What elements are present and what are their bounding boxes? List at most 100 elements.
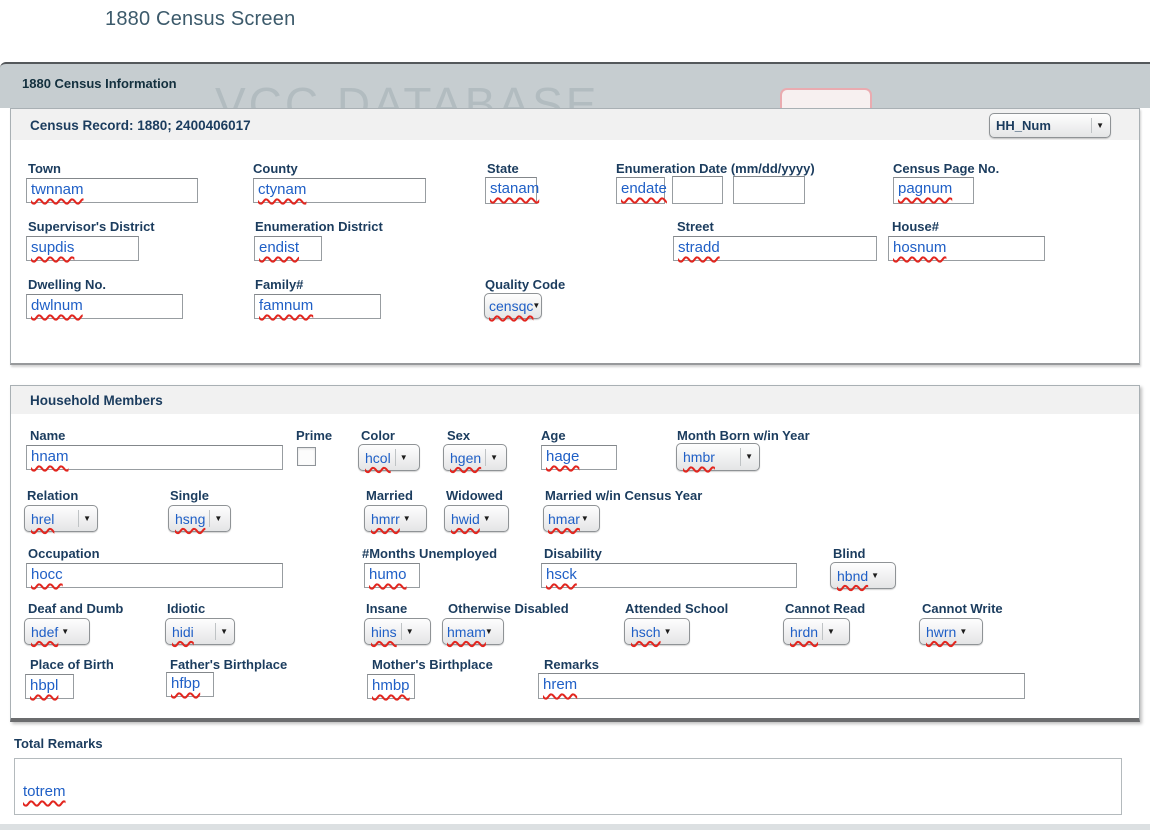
sex-label: Sex [447, 428, 471, 443]
married-label: Married [366, 488, 413, 503]
enumeration-district-input[interactable]: endist [254, 236, 322, 261]
supervisors-district-input[interactable]: supdis [26, 236, 139, 261]
widowed-label: Widowed [446, 488, 503, 503]
chevron-down-icon: ▼ [580, 513, 589, 523]
chevron-down-icon: ▼ [220, 626, 228, 636]
dwelling-no-input[interactable]: dwlnum [26, 294, 183, 319]
color-label: Color [361, 428, 395, 443]
fathers-birthplace-input[interactable]: hfbp [166, 672, 214, 697]
sex-dropdown[interactable]: hgen ▼ [443, 444, 507, 471]
county-label: County [253, 161, 298, 176]
dropdown-separator [78, 510, 80, 527]
family-no-label: Family# [255, 277, 304, 292]
month-born-dropdown[interactable]: hmbr ▼ [676, 443, 760, 471]
cannot-read-label: Cannot Read [785, 601, 866, 616]
enumeration-date-month-input[interactable]: endate [616, 177, 667, 204]
dropdown-separator [400, 623, 402, 640]
cannot-write-label: Cannot Write [922, 601, 1003, 616]
attended-school-dropdown[interactable]: hsch ▼ [624, 618, 690, 645]
otherwise-disabled-dropdown[interactable]: hmam ▼ [442, 618, 504, 645]
chevron-down-icon: ▼ [532, 301, 541, 310]
chevron-down-icon: ▼ [405, 626, 414, 636]
quality-code-dropdown[interactable]: censqc ▼ [484, 293, 542, 319]
household-members-panel [10, 385, 1140, 722]
age-input[interactable]: hage [541, 445, 617, 470]
relation-dropdown[interactable]: hrel ▼ [24, 505, 98, 532]
enumeration-district-label: Enumeration District [255, 219, 383, 234]
widowed-dropdown[interactable]: hwid ▼ [444, 505, 509, 532]
family-no-input[interactable]: famnum [254, 294, 381, 319]
chevron-down-icon: ▼ [399, 452, 408, 462]
otherwise-disabled-label: Otherwise Disabled [448, 601, 569, 616]
place-of-birth-label: Place of Birth [30, 657, 114, 672]
house-no-input[interactable]: hosnum [888, 236, 1045, 261]
place-of-birth-input[interactable]: hbpl [25, 674, 74, 699]
occupation-input[interactable]: hocc [26, 563, 283, 588]
dropdown-separator [394, 449, 396, 466]
chevron-down-icon: ▼ [959, 626, 968, 636]
remarks-input[interactable]: hrem [538, 673, 1025, 699]
street-label: Street [677, 219, 714, 234]
info-bar-title: 1880 Census Information [22, 76, 177, 91]
insane-dropdown[interactable]: hins ▼ [364, 618, 431, 645]
cannot-write-dropdown[interactable]: hwrn ▼ [919, 618, 983, 645]
chevron-down-icon: ▼ [402, 513, 411, 523]
total-remarks-textarea[interactable]: totrem [14, 758, 1122, 815]
chevron-down-icon: ▼ [482, 513, 491, 523]
mothers-birthplace-input[interactable]: hmbp [367, 674, 415, 699]
enumeration-date-label: Enumeration Date (mm/dd/yyyy) [616, 161, 815, 176]
state-input[interactable]: stanam [485, 177, 539, 204]
dropdown-separator [485, 449, 487, 466]
supervisors-district-label: Supervisor's District [28, 219, 155, 234]
enumeration-date-day-input[interactable] [672, 176, 723, 204]
info-bar: VCC DATABASE 1880 Census Information [0, 62, 1150, 108]
chevron-down-icon: ▼ [1096, 120, 1104, 130]
mothers-birthplace-label: Mother's Birthplace [372, 657, 493, 672]
total-remarks-label: Total Remarks [14, 736, 103, 751]
chevron-down-icon: ▼ [663, 626, 672, 636]
name-label: Name [30, 428, 66, 443]
blind-dropdown[interactable]: hbnd ▼ [830, 562, 896, 589]
household-members-header-strip [11, 386, 1139, 414]
single-dropdown[interactable]: hsng ▼ [168, 505, 231, 532]
census-page-no-label: Census Page No. [893, 161, 1000, 176]
chevron-down-icon: ▼ [490, 452, 499, 462]
chevron-down-icon: ▼ [83, 513, 91, 523]
chevron-down-icon: ▼ [827, 626, 835, 636]
single-label: Single [170, 488, 210, 503]
prime-checkbox[interactable] [297, 447, 316, 466]
color-dropdown[interactable]: hcol ▼ [358, 444, 420, 471]
deaf-and-dumb-dropdown[interactable]: hdef ▼ [24, 618, 90, 645]
relation-label: Relation [27, 488, 79, 503]
fathers-birthplace-label: Father's Birthplace [170, 657, 288, 672]
county-input[interactable]: ctynam [253, 178, 426, 203]
married-win-census-year-dropdown[interactable]: hmar ▼ [543, 505, 600, 532]
idiotic-label: Idiotic [167, 601, 206, 616]
chevron-down-icon: ▼ [484, 626, 493, 636]
dropdown-separator [822, 623, 824, 640]
married-win-census-year-label: Married w/in Census Year [545, 488, 703, 503]
dwelling-no-label: Dwelling No. [28, 277, 106, 292]
month-born-label: Month Born w/in Year [677, 428, 810, 443]
months-unemployed-input[interactable]: humo [364, 563, 420, 588]
hh-num-dropdown[interactable]: HH_Num ▼ [989, 113, 1111, 138]
vcc-database-watermark: VCC DATABASE [215, 78, 600, 108]
deaf-and-dumb-label: Deaf and Dumb [28, 601, 124, 616]
street-input[interactable]: stradd [673, 236, 877, 261]
town-input[interactable]: twnnam [26, 178, 198, 203]
house-no-label: House# [892, 219, 939, 234]
name-input[interactable]: hnam [26, 445, 283, 470]
census-page-no-input[interactable]: pagnum [893, 177, 974, 204]
disability-input[interactable]: hsck [541, 563, 797, 588]
quality-code-label: Quality Code [485, 277, 566, 292]
census-record-header-strip [11, 109, 1139, 140]
chevron-down-icon: ▼ [745, 452, 753, 461]
insane-label: Insane [366, 601, 408, 616]
idiotic-dropdown[interactable]: hidi ▼ [165, 618, 235, 645]
married-dropdown[interactable]: hmrr ▼ [364, 505, 427, 532]
dropdown-separator [209, 510, 211, 527]
state-label: State [487, 161, 519, 176]
enumeration-date-year-input[interactable] [733, 176, 805, 204]
cannot-read-dropdown[interactable]: hrdn ▼ [783, 618, 850, 645]
